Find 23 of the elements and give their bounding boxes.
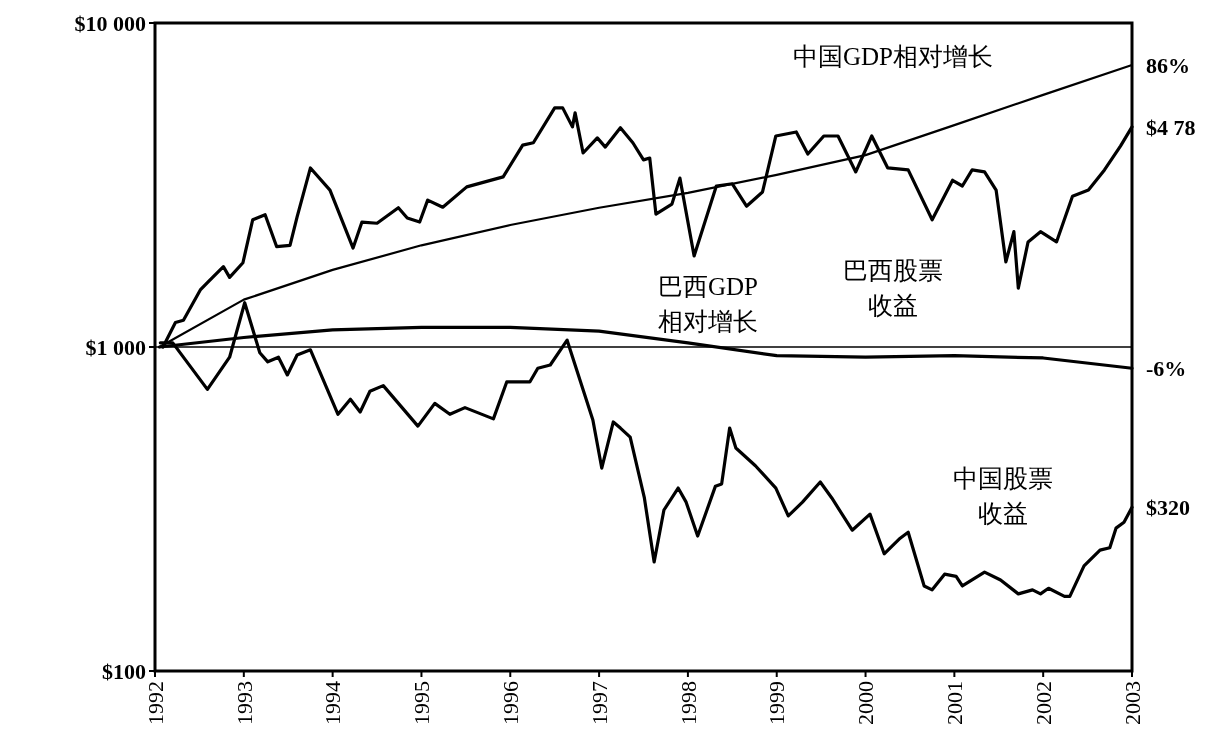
x-tick-label: 2002: [1030, 681, 1056, 725]
x-tick-label: 2000: [853, 681, 879, 725]
y-tick-label: $100: [102, 658, 146, 684]
y-tick-label: $10 000: [74, 10, 146, 36]
series-label: 巴西股票收益: [843, 256, 943, 319]
x-tick-label: 1995: [409, 681, 435, 725]
x-tick-label: 1999: [764, 681, 790, 725]
x-tick-label: 1993: [231, 681, 257, 725]
x-tick-label: 2001: [942, 681, 968, 725]
x-tick-label: 1994: [320, 681, 346, 725]
series-label: 巴西GDP相对增长: [657, 272, 759, 335]
text: $320: [1146, 495, 1190, 521]
text: 86%: [1146, 52, 1190, 78]
x-tick-label: 1996: [497, 681, 523, 725]
x-tick-label: 1998: [675, 681, 701, 725]
text: $4 78: [1146, 114, 1196, 140]
x-tick-label: 1992: [142, 681, 168, 725]
text: -6%: [1146, 355, 1187, 381]
y-tick-label: $1 000: [85, 334, 146, 360]
series-label: 中国GDP相对增长: [792, 42, 994, 70]
series-label: 中国股票收益: [953, 464, 1053, 527]
x-tick-label: 2003: [1119, 681, 1145, 725]
x-tick-label: 1997: [586, 681, 612, 725]
